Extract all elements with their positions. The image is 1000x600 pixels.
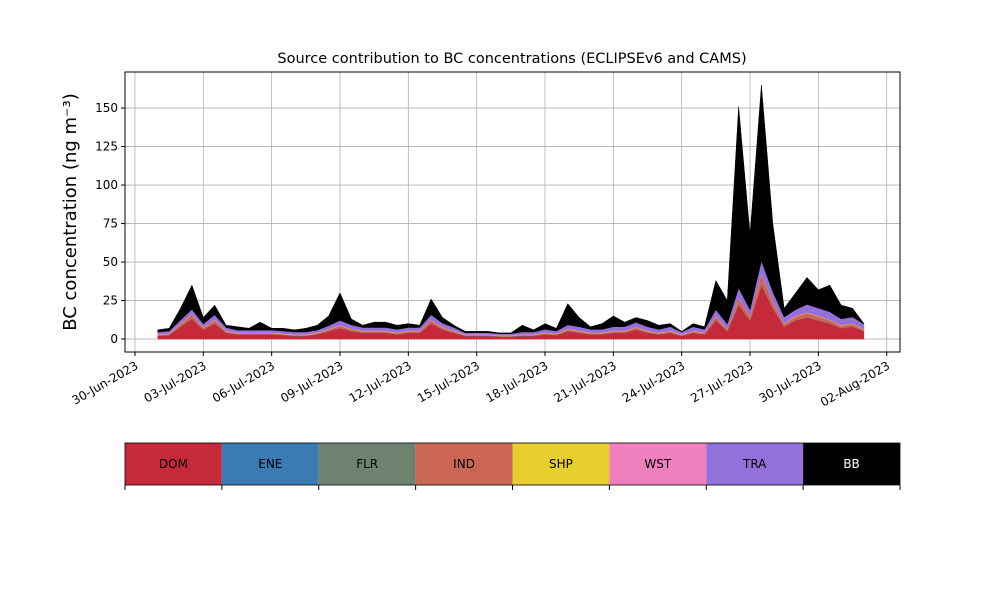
- legend-label: WST: [644, 457, 671, 471]
- legend-swatch: [512, 443, 610, 485]
- x-tick-label: 15-Jul-2023: [415, 358, 482, 405]
- plot-frame: [124, 71, 901, 353]
- legend-label: BB: [843, 457, 859, 471]
- legend-swatch: [415, 443, 513, 485]
- y-tick-label: 50: [103, 255, 118, 269]
- chart-title: Source contribution to BC concentrations…: [277, 51, 746, 67]
- x-tick-label: 02-Aug-2023: [818, 358, 892, 409]
- x-tick-label: 21-Jul-2023: [552, 358, 619, 405]
- x-tick-label: 06-Jul-2023: [210, 358, 277, 405]
- y-tick-label: 150: [95, 101, 118, 115]
- legend-label: FLR: [356, 457, 378, 471]
- y-axis-label: BC concentration (ng m⁻³): [60, 93, 81, 331]
- legend-swatch: [706, 443, 804, 485]
- legend-label: TRA: [742, 457, 767, 471]
- x-tick-label: 03-Jul-2023: [142, 358, 209, 405]
- x-tick-label: 12-Jul-2023: [347, 358, 414, 405]
- legend-label: IND: [453, 457, 475, 471]
- x-tick-label: 24-Jul-2023: [620, 358, 687, 405]
- y-tick-label: 0: [110, 332, 118, 346]
- legend-swatch: [221, 443, 319, 485]
- area: [157, 84, 865, 334]
- x-tick-label: 18-Jul-2023: [483, 358, 550, 405]
- legend-swatch: [609, 443, 707, 485]
- x-tick-label: 27-Jul-2023: [688, 358, 755, 405]
- legend-swatch: [803, 443, 900, 485]
- y-tick-label: 125: [95, 140, 118, 154]
- x-tick-label: 30-Jun-2023: [69, 358, 140, 407]
- legend-label: ENE: [258, 457, 282, 471]
- y-tick-label: 25: [103, 294, 118, 308]
- legend-swatch: [125, 443, 222, 485]
- x-tick-label: 09-Jul-2023: [278, 358, 345, 405]
- legend-label: SHP: [549, 457, 573, 471]
- x-tick-label: 30-Jul-2023: [757, 358, 824, 405]
- legend-swatch: [318, 443, 416, 485]
- y-tick-label: 100: [95, 178, 118, 192]
- legend-label: DOM: [159, 457, 188, 471]
- y-tick-label: 75: [103, 217, 118, 231]
- legend-frame: [124, 442, 901, 486]
